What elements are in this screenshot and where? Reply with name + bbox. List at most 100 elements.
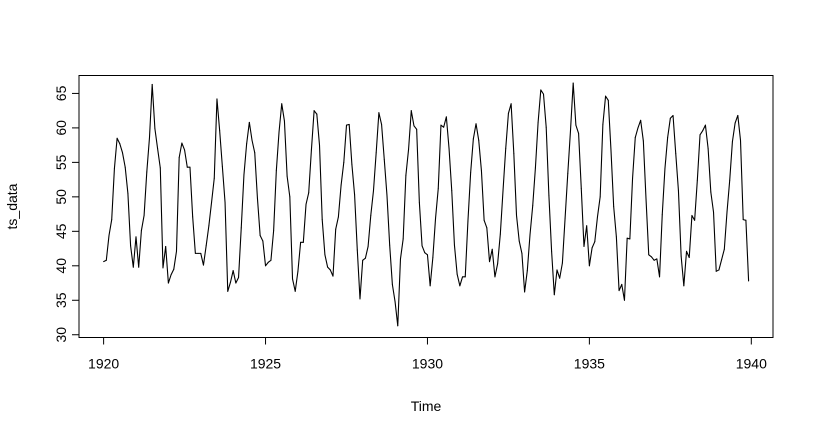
- data-point: [154, 128, 156, 130]
- data-point: [386, 194, 388, 196]
- data-point: [286, 175, 288, 177]
- data-point: [194, 252, 196, 254]
- y-tick-label: 35: [53, 292, 69, 308]
- data-point: [375, 152, 377, 154]
- data-point: [399, 258, 401, 260]
- data-point: [518, 240, 520, 242]
- data-point: [343, 161, 345, 163]
- data-point: [629, 238, 631, 240]
- data-point: [702, 130, 704, 132]
- data-point: [588, 265, 590, 267]
- data-point: [699, 134, 701, 136]
- data-point: [418, 201, 420, 203]
- data-point: [605, 95, 607, 97]
- data-point: [524, 291, 526, 293]
- data-point: [165, 245, 167, 247]
- data-point: [559, 277, 561, 279]
- data-point: [200, 252, 202, 254]
- data-point: [238, 277, 240, 279]
- data-point: [184, 149, 186, 151]
- data-point: [327, 266, 329, 268]
- x-tick-label: 1930: [412, 356, 443, 372]
- data-point: [111, 219, 113, 221]
- data-point: [413, 125, 415, 127]
- data-point: [664, 168, 666, 170]
- data-point: [432, 257, 434, 259]
- data-point: [127, 192, 129, 194]
- data-point: [202, 264, 204, 266]
- data-point: [510, 103, 512, 105]
- data-point: [686, 250, 688, 252]
- data-point: [718, 269, 720, 271]
- data-point: [591, 247, 593, 249]
- data-point: [337, 216, 339, 218]
- data-point: [621, 283, 623, 285]
- data-point: [157, 148, 159, 150]
- data-point: [659, 276, 661, 278]
- data-point: [178, 157, 180, 159]
- data-point: [499, 233, 501, 235]
- data-point: [650, 256, 652, 258]
- data-point: [637, 127, 639, 129]
- data-point: [648, 254, 650, 256]
- data-point: [634, 137, 636, 139]
- data-point: [448, 148, 450, 150]
- data-point: [221, 166, 223, 168]
- data-point: [707, 148, 709, 150]
- data-point: [251, 139, 253, 141]
- data-point: [715, 270, 717, 272]
- data-point: [219, 130, 221, 132]
- y-axis-label: ts_data: [4, 183, 20, 229]
- data-point: [513, 152, 515, 154]
- data-point: [146, 171, 148, 173]
- data-point: [424, 252, 426, 254]
- data-point: [545, 126, 547, 128]
- data-point: [243, 174, 245, 176]
- data-point: [319, 144, 321, 146]
- data-point: [173, 268, 175, 270]
- data-point: [677, 190, 679, 192]
- x-tick-label: 1935: [574, 356, 605, 372]
- data-point: [710, 191, 712, 193]
- data-point: [262, 240, 264, 242]
- x-tick-label: 1940: [736, 356, 767, 372]
- data-point: [278, 131, 280, 133]
- data-point: [159, 167, 161, 169]
- data-point: [553, 294, 555, 296]
- data-point: [437, 188, 439, 190]
- data-point: [170, 274, 172, 276]
- data-point: [426, 254, 428, 256]
- data-point: [181, 142, 183, 144]
- data-point: [516, 214, 518, 216]
- data-point: [440, 124, 442, 126]
- data-point: [151, 83, 153, 85]
- data-point: [475, 123, 477, 125]
- data-point: [696, 179, 698, 181]
- data-point: [389, 244, 391, 246]
- y-tick-label: 55: [53, 154, 69, 170]
- data-point: [543, 93, 544, 95]
- data-point: [351, 163, 353, 165]
- data-point: [607, 99, 609, 101]
- data-point: [572, 82, 574, 84]
- data-point: [680, 255, 682, 257]
- data-point: [675, 152, 677, 154]
- data-point: [300, 241, 302, 243]
- data-point: [397, 325, 399, 327]
- data-point: [205, 245, 207, 247]
- data-point: [642, 140, 644, 142]
- data-point: [580, 188, 582, 190]
- data-point: [610, 149, 612, 151]
- data-point: [569, 130, 571, 132]
- data-point: [391, 283, 393, 285]
- data-point: [130, 245, 132, 247]
- data-point: [445, 116, 447, 118]
- data-point: [470, 172, 472, 174]
- data-point: [713, 211, 715, 213]
- data-point: [108, 234, 110, 236]
- data-point: [623, 299, 625, 301]
- data-point: [497, 263, 499, 265]
- data-point: [443, 126, 445, 128]
- data-point: [162, 267, 164, 269]
- data-point: [521, 252, 523, 254]
